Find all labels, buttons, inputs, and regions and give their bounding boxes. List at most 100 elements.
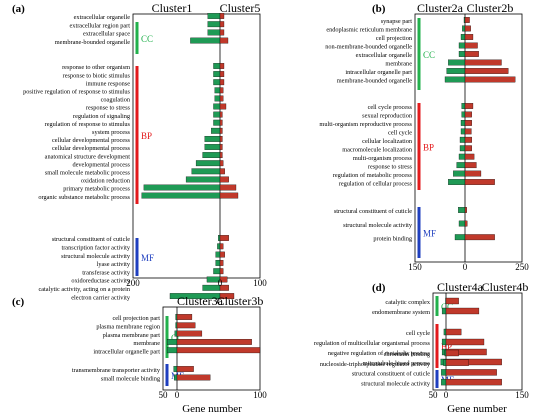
bar-left — [207, 29, 221, 36]
bar-right — [219, 192, 239, 199]
group-label: BP — [441, 342, 452, 352]
series-right-name: Cluster2b — [467, 1, 514, 15]
bar-left — [441, 369, 447, 376]
category-label: intracellular organelle part — [345, 69, 412, 76]
category-label: lyase activity — [97, 261, 131, 268]
category-label: negative regulation of metabolic process — [328, 350, 431, 357]
category-label: primary metabolic process — [63, 186, 130, 193]
category-label: response to stress — [368, 163, 413, 170]
bar-left — [207, 13, 221, 19]
bar-right — [464, 162, 477, 169]
category-label: organic substance metabolic process — [38, 194, 130, 201]
bar-left — [460, 128, 466, 135]
bar-left — [191, 168, 221, 175]
group-label: CC — [141, 34, 153, 44]
bar-left — [458, 51, 466, 57]
bar-right — [464, 234, 495, 241]
bar-left — [459, 136, 466, 143]
bar-right — [219, 37, 229, 44]
bar-right — [219, 103, 227, 110]
bar-left — [218, 235, 221, 241]
tick-label: 100 — [253, 278, 267, 288]
tick-label: 100 — [253, 390, 267, 400]
bar-left — [459, 145, 466, 152]
tick-label: 150 — [515, 390, 529, 400]
bar-left — [217, 243, 221, 250]
bar-left — [190, 37, 221, 44]
bar-right — [219, 259, 224, 266]
category-label: catalytic activity, acting on a protein — [38, 286, 130, 293]
category-label: catalytic complex — [385, 299, 430, 306]
bar-left — [460, 34, 466, 40]
bar-right — [219, 111, 223, 118]
bar-left — [215, 251, 221, 258]
bar-right — [464, 42, 478, 49]
bar-right — [219, 71, 225, 77]
tick-label: 150 — [408, 262, 422, 272]
bar-right — [464, 17, 470, 23]
bar-right — [219, 284, 229, 291]
category-label: extracellular region part — [70, 22, 131, 29]
bar-left — [141, 192, 221, 199]
category-label: structural constituent of cuticle — [52, 236, 130, 243]
category-label: developmental process — [72, 161, 130, 168]
bar-left — [213, 71, 221, 77]
bar-left — [167, 338, 178, 345]
bar-left — [213, 268, 221, 275]
category-label: small molecule metabolic process — [45, 170, 131, 177]
bar-left — [448, 59, 466, 66]
series-left-name: Cluster3a — [177, 294, 224, 308]
bar-right — [219, 152, 223, 159]
category-label: non-membrane-bounded organelle — [325, 44, 412, 51]
bar-left — [195, 160, 221, 167]
bar-left — [444, 76, 466, 83]
series-left-name: Cluster2a — [417, 1, 464, 15]
category-label: endoplasmic reticulum membrane — [326, 27, 412, 34]
bar-left — [213, 103, 221, 110]
category-label: multi-organism reproductive process — [319, 121, 412, 128]
bar-right — [464, 145, 472, 152]
category-label: extracellular organelle — [74, 14, 131, 21]
category-label: endomembrane system — [372, 309, 430, 316]
category-label: membrane — [133, 340, 160, 347]
bar-right — [219, 119, 223, 126]
category-label: nucleoside-triphosphatase regulator acti… — [320, 361, 431, 368]
category-label: plasma membrane region — [96, 324, 160, 331]
category-label: protein binding — [373, 235, 413, 242]
bar-right — [464, 128, 472, 135]
bar-left — [213, 63, 221, 69]
bar-left — [453, 170, 466, 177]
category-label: extracellular space — [83, 31, 130, 38]
bar-left — [174, 330, 178, 337]
group-label: CC — [441, 302, 453, 312]
bar-left — [460, 120, 466, 126]
bar-left — [204, 135, 221, 142]
category-label: synapse part — [381, 18, 413, 25]
category-label: response to other organism — [62, 64, 130, 71]
tick-label: 0 — [444, 390, 449, 400]
category-label: transcription factor activity — [61, 245, 130, 252]
bar-right — [219, 276, 228, 283]
bar-left — [443, 359, 447, 366]
panel-1: (b) Cluster2a Cluster2b CC synapse part endop… — [319, 1, 529, 272]
series-right-name: Cluster4b — [482, 280, 529, 294]
bar-right — [219, 29, 225, 36]
bar-right — [219, 13, 225, 19]
category-label: immune response — [86, 80, 130, 87]
category-label: cell cycle — [406, 330, 430, 337]
category-label: electron carrier activity — [71, 294, 131, 301]
category-label: regulation of signaling — [73, 113, 131, 120]
category-label: anatomical structure development — [45, 153, 131, 160]
bar-right — [464, 153, 475, 160]
bar-right — [176, 322, 196, 329]
category-label: transmembrane transporter activity — [72, 367, 161, 374]
category-label: cell cycle — [388, 130, 412, 137]
bar-right — [464, 207, 467, 213]
bar-right — [464, 136, 472, 143]
bar-left — [211, 127, 221, 134]
bar-left — [214, 95, 221, 102]
category-label: oxidation reduction — [81, 178, 131, 185]
panel-label: (a) — [12, 3, 25, 15]
